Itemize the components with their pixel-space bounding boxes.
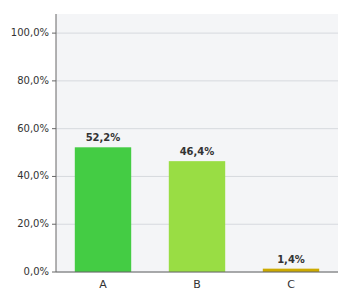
y-tick — [52, 176, 56, 177]
data-label: 1,4% — [277, 254, 305, 265]
y-tick-label: 20,0% — [17, 218, 49, 229]
x-tick-label: C — [287, 278, 295, 291]
y-tick — [52, 33, 56, 34]
y-tick-label: 60,0% — [17, 123, 49, 134]
data-label: 52,2% — [86, 132, 121, 143]
bar — [75, 147, 131, 272]
bar — [263, 269, 319, 272]
y-tick-label: 40,0% — [17, 170, 49, 181]
y-tick — [52, 272, 56, 273]
grid-line — [56, 80, 338, 81]
y-tick-label: 0,0% — [24, 266, 49, 277]
bars — [75, 147, 319, 272]
chart-container: 0,0% 20,0% 40,0% 60,0% 80,0% 100,0% A B C 52,2% 46… — [0, 0, 350, 300]
grid-line — [56, 272, 338, 273]
y-tick — [52, 128, 56, 129]
x-tick-label: A — [99, 278, 107, 291]
y-tick-label: 80,0% — [17, 75, 49, 86]
background — [0, 0, 350, 300]
bar — [169, 161, 225, 272]
data-label: 46,4% — [180, 146, 215, 157]
x-axis: A B C — [99, 278, 295, 291]
grid-line — [56, 128, 338, 129]
grid-line — [56, 33, 338, 34]
data-labels: 52,2% 46,4% 1,4% — [86, 132, 305, 264]
y-axis-line — [56, 14, 57, 272]
y-grid: 0,0% 20,0% 40,0% 60,0% 80,0% 100,0% — [11, 27, 338, 277]
y-tick-label: 100,0% — [11, 27, 49, 38]
x-axis-line — [56, 272, 338, 273]
y-tick — [52, 224, 56, 225]
plot-area — [56, 14, 338, 272]
y-tick — [52, 80, 56, 81]
chart-svg: 0,0% 20,0% 40,0% 60,0% 80,0% 100,0% A B C 52,2% 46… — [0, 0, 350, 300]
x-tick-label: B — [193, 278, 201, 291]
